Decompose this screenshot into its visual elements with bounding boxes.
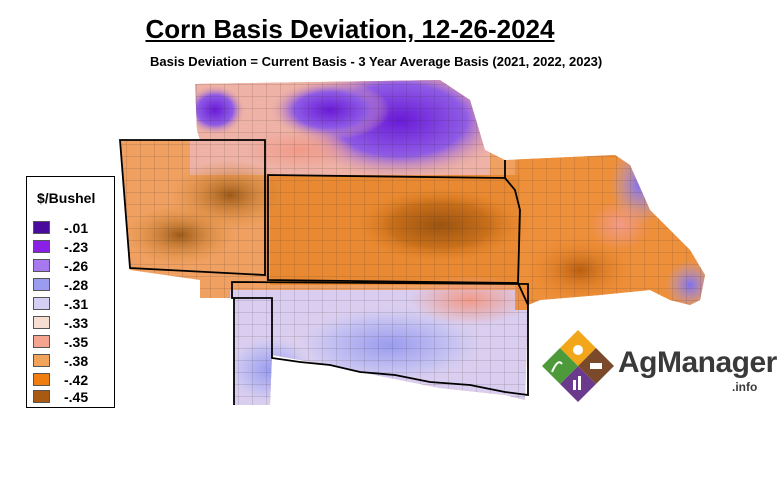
legend-label: -.23	[64, 238, 89, 255]
map-subtitle: Basis Deviation = Current Basis - 3 Year…	[150, 54, 603, 69]
legend-item: -.38	[33, 352, 88, 369]
legend-label: -.01	[64, 219, 89, 236]
legend-label: -.42	[64, 371, 89, 388]
legend-label: -.31	[64, 295, 89, 312]
legend-item: -.45	[33, 388, 88, 405]
legend-swatch	[33, 354, 50, 367]
legend-swatch	[33, 221, 50, 234]
legend-item: -.33	[33, 314, 88, 331]
legend-label: -.33	[64, 314, 89, 331]
logo-emblem-icon	[542, 330, 614, 402]
legend-item: -.42	[33, 371, 88, 388]
legend-label: -.28	[64, 276, 89, 293]
legend-label: -.26	[64, 257, 89, 274]
legend-item: -.35	[33, 333, 88, 350]
agmanager-logo: AgManager .info	[540, 328, 777, 408]
legend-swatch	[33, 297, 50, 310]
legend-swatch	[33, 373, 50, 386]
legend-item: -.28	[33, 276, 88, 293]
legend-swatch	[33, 316, 50, 329]
legend-label: -.35	[64, 333, 89, 350]
legend-item: -.23	[33, 238, 88, 255]
legend-swatch	[33, 259, 50, 272]
logo-suffix: .info	[732, 380, 758, 394]
legend-label: -.38	[64, 352, 89, 369]
legend-item: -.26	[33, 257, 88, 274]
legend-swatch	[33, 240, 50, 253]
map-title: Corn Basis Deviation, 12-26-2024	[145, 14, 555, 44]
legend-swatch	[33, 335, 50, 348]
legend-label: -.45	[64, 388, 89, 405]
legend-item: -.31	[33, 295, 88, 312]
legend-item: -.01	[33, 219, 88, 236]
legend: $/Bushel -.01 -.23 -.26 -.28 -.31 -.33 -…	[26, 176, 115, 408]
legend-swatch	[33, 278, 50, 291]
logo-wordmark: AgManager	[618, 346, 777, 379]
legend-title: $/Bushel	[37, 190, 96, 206]
legend-swatch	[33, 390, 50, 403]
